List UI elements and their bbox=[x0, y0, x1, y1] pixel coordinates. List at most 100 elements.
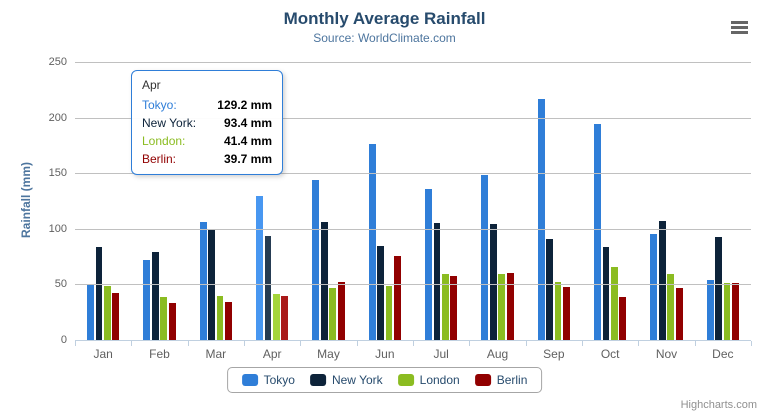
legend-label: Berlin bbox=[496, 373, 528, 387]
bar-tokyo-dec[interactable] bbox=[706, 279, 714, 340]
tooltip-rows: Tokyo: 129.2 mm New York: 93.4 mm London: 41.… bbox=[142, 96, 272, 168]
x-axis-tick bbox=[75, 341, 76, 346]
bar-tokyo-nov[interactable] bbox=[650, 233, 658, 340]
tooltip-series-value: 39.7 mm bbox=[223, 152, 272, 166]
legend-item-new-york[interactable]: New York bbox=[309, 373, 383, 387]
bar-tokyo-aug[interactable] bbox=[481, 174, 489, 340]
bar-berlin-apr[interactable] bbox=[281, 295, 289, 340]
y-axis-label-200: 200 bbox=[48, 111, 67, 124]
bar-new-york-may[interactable] bbox=[320, 222, 328, 340]
bar-new-york-aug[interactable] bbox=[489, 224, 497, 340]
x-axis-tick bbox=[694, 341, 696, 346]
bar-berlin-jul[interactable] bbox=[450, 276, 458, 340]
bar-new-york-sep[interactable] bbox=[546, 238, 553, 340]
tooltip-series-label: Berlin: bbox=[142, 152, 177, 166]
bar-tokyo-may[interactable] bbox=[312, 179, 320, 340]
x-axis-tick bbox=[413, 341, 414, 346]
bar-london-aug[interactable] bbox=[498, 273, 506, 340]
x-axis-label-jun: Jun bbox=[375, 347, 395, 361]
bar-new-york-jan[interactable] bbox=[95, 247, 103, 340]
y-gridline-100 bbox=[75, 228, 751, 230]
x-axis-tick bbox=[469, 341, 471, 346]
legend-item-tokyo[interactable]: Tokyo bbox=[241, 373, 295, 387]
bar-london-jul[interactable] bbox=[442, 274, 449, 340]
bar-tokyo-jul[interactable] bbox=[425, 189, 432, 340]
bar-london-mar[interactable] bbox=[216, 296, 224, 340]
bar-tokyo-mar[interactable] bbox=[199, 221, 207, 340]
bar-tokyo-feb[interactable] bbox=[143, 260, 151, 340]
x-axis-tick bbox=[244, 341, 245, 346]
bar-berlin-jan[interactable] bbox=[112, 292, 120, 340]
hamburger-line bbox=[731, 26, 748, 29]
bar-berlin-dec[interactable] bbox=[732, 283, 739, 340]
bar-tokyo-jan[interactable] bbox=[87, 284, 94, 340]
legend-swatch-tokyo bbox=[241, 374, 258, 386]
tooltip: Apr Tokyo: 129.2 mm New York: 93.4 mm London… bbox=[131, 70, 283, 175]
x-axis-line bbox=[75, 340, 751, 341]
bar-new-york-apr[interactable] bbox=[264, 236, 272, 340]
y-gridline-150 bbox=[75, 173, 751, 175]
bar-berlin-may[interactable] bbox=[337, 281, 345, 340]
y-axis-title: Rainfall (mm) bbox=[19, 162, 33, 239]
y-gridline-250 bbox=[75, 62, 751, 63]
legend-swatch-new-york bbox=[309, 374, 326, 386]
bar-berlin-jun[interactable] bbox=[394, 256, 401, 340]
tooltip-row-london-: London: 41.4 mm bbox=[142, 132, 272, 150]
legend-swatch-berlin bbox=[474, 374, 491, 386]
tooltip-series-value: 41.4 mm bbox=[223, 134, 272, 148]
x-axis-label-mar: Mar bbox=[205, 347, 227, 361]
bar-london-dec[interactable] bbox=[723, 283, 731, 340]
x-axis-label-feb: Feb bbox=[149, 347, 170, 361]
x-axis-label-nov: Nov bbox=[655, 347, 678, 361]
legend-label: London bbox=[419, 373, 460, 387]
x-axis-label-oct: Oct bbox=[600, 347, 620, 361]
bar-berlin-nov[interactable] bbox=[675, 287, 683, 340]
bar-tokyo-sep[interactable] bbox=[537, 99, 545, 340]
legend-label: New York bbox=[331, 373, 383, 387]
tooltip-series-label: Tokyo: bbox=[142, 98, 177, 112]
bar-london-apr[interactable] bbox=[273, 293, 280, 340]
highcharts-credit[interactable]: Highcharts.com bbox=[680, 399, 757, 411]
chart-subtitle: Source: WorldClimate.com bbox=[313, 31, 456, 45]
tooltip-series-label: London: bbox=[142, 134, 186, 148]
bar-berlin-sep[interactable] bbox=[563, 287, 570, 340]
bar-tokyo-jun[interactable] bbox=[368, 144, 376, 340]
x-axis-tick bbox=[187, 341, 189, 346]
hamburger-menu-icon[interactable] bbox=[731, 21, 748, 34]
bar-berlin-mar[interactable] bbox=[225, 301, 232, 340]
bar-london-nov[interactable] bbox=[667, 274, 675, 340]
bar-london-sep[interactable] bbox=[554, 281, 562, 340]
bar-new-york-feb[interactable] bbox=[151, 252, 159, 340]
bar-new-york-jul[interactable] bbox=[433, 223, 441, 340]
bar-new-york-dec[interactable] bbox=[715, 237, 722, 340]
bar-berlin-feb[interactable] bbox=[168, 303, 176, 340]
bar-new-york-nov[interactable] bbox=[658, 221, 666, 340]
legend-item-london[interactable]: London bbox=[397, 373, 460, 387]
bar-tokyo-oct[interactable] bbox=[594, 124, 601, 340]
bar-london-jun[interactable] bbox=[385, 286, 393, 340]
tooltip-header: Apr bbox=[142, 78, 161, 92]
x-axis-tick bbox=[525, 341, 527, 346]
x-axis-label-may: May bbox=[317, 347, 340, 361]
legend-item-berlin[interactable]: Berlin bbox=[474, 373, 528, 387]
bar-berlin-oct[interactable] bbox=[619, 296, 627, 340]
bar-new-york-oct[interactable] bbox=[602, 247, 610, 340]
y-gridline-50 bbox=[75, 284, 751, 286]
tooltip-series-value: 93.4 mm bbox=[223, 116, 272, 130]
legend-swatch-london bbox=[397, 374, 414, 386]
y-axis-label-150: 150 bbox=[48, 167, 67, 180]
bar-london-may[interactable] bbox=[329, 287, 337, 340]
bar-london-jan[interactable] bbox=[104, 285, 111, 340]
bar-tokyo-apr[interactable] bbox=[256, 196, 263, 340]
x-axis-tick bbox=[131, 341, 133, 346]
bar-new-york-jun[interactable] bbox=[377, 246, 384, 340]
x-axis-label-apr: Apr bbox=[262, 347, 282, 361]
bar-london-oct[interactable] bbox=[611, 267, 618, 340]
bar-london-feb[interactable] bbox=[160, 296, 168, 340]
x-axis-label-jul: Jul bbox=[433, 347, 449, 361]
hamburger-line bbox=[731, 31, 748, 34]
bar-berlin-aug[interactable] bbox=[506, 272, 514, 340]
x-axis-label-jan: Jan bbox=[93, 347, 113, 361]
y-axis-label-0: 0 bbox=[60, 334, 67, 346]
